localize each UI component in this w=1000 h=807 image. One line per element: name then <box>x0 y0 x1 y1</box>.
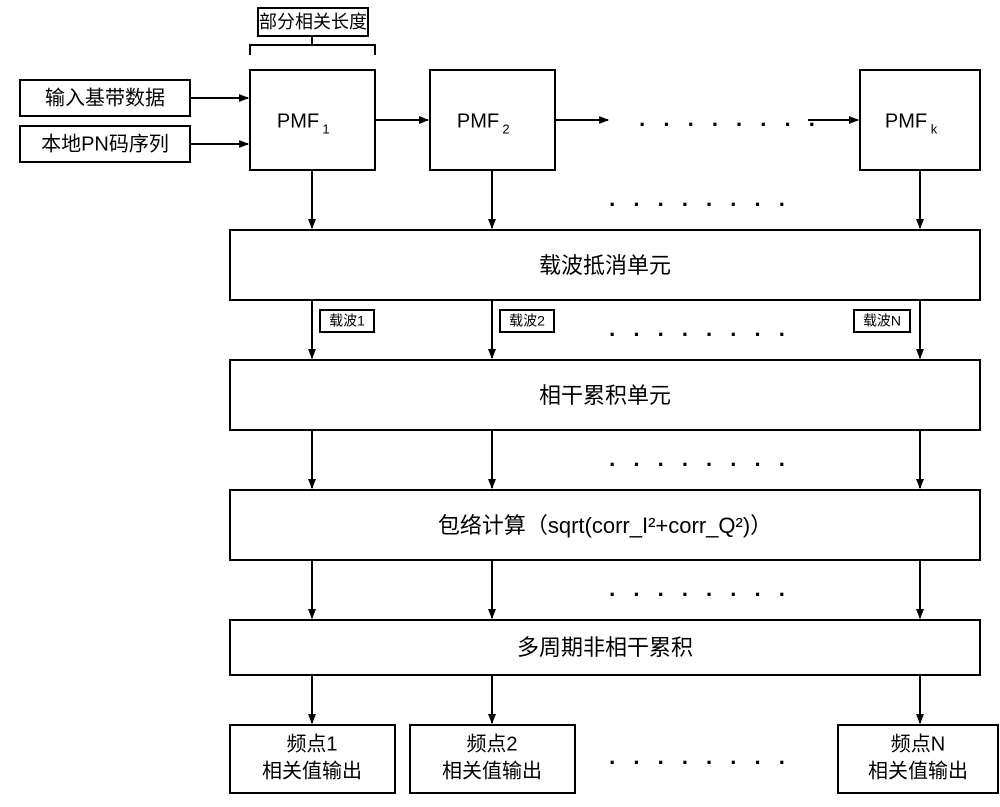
svg-text:. . . . . . . .: . . . . . . . . <box>609 744 791 769</box>
svg-text:. . . . . . . .: . . . . . . . . <box>639 106 821 131</box>
bracket-label: 部分相关长度 <box>259 12 367 32</box>
carrier-label-2: 载波2 <box>509 313 545 329</box>
svg-text:相关值输出: 相关值输出 <box>868 759 968 782</box>
svg-text:. . . . . . . .: . . . . . . . . <box>609 446 791 471</box>
output-2: 频点2 相关值输出 <box>410 725 575 793</box>
svg-text:2: 2 <box>502 121 509 136</box>
svg-text:相关值输出: 相关值输出 <box>442 759 542 782</box>
pmf-1: PMF 1 <box>250 70 375 170</box>
svg-text:. . . . . . . .: . . . . . . . . <box>609 186 791 211</box>
svg-text:. . . . . . . .: . . . . . . . . <box>609 576 791 601</box>
svg-text:k: k <box>931 121 938 136</box>
output-1: 频点1 相关值输出 <box>230 725 395 793</box>
carrier-label-n: 载波N <box>863 313 901 329</box>
svg-text:PMF: PMF <box>277 110 319 132</box>
svg-text:频点1: 频点1 <box>286 732 337 755</box>
input-baseband: 输入基带数据 <box>45 86 165 109</box>
output-n: 频点N 相关值输出 <box>838 725 998 793</box>
coherent-accum: 相干累积单元 <box>539 383 671 408</box>
svg-text:PMF: PMF <box>457 110 499 132</box>
svg-text:1: 1 <box>322 121 329 136</box>
noncoherent-accum: 多周期非相干累积 <box>517 635 693 660</box>
carrier-label-1: 载波1 <box>329 313 365 329</box>
svg-text:相关值输出: 相关值输出 <box>262 759 362 782</box>
svg-text:频点N: 频点N <box>891 732 945 755</box>
input-pncode: 本地PN码序列 <box>41 132 169 155</box>
svg-text:PMF: PMF <box>885 110 927 132</box>
svg-text:频点2: 频点2 <box>466 732 517 755</box>
svg-text:. . . . . . . .: . . . . . . . . <box>609 316 791 341</box>
carrier-cancel: 载波抵消单元 <box>539 253 671 278</box>
envelope-calc: 包络计算（sqrt(corr_I²+corr_Q²)） <box>438 513 772 538</box>
pmf-2: PMF 2 <box>430 70 555 170</box>
pmf-k: PMF k <box>860 70 980 170</box>
